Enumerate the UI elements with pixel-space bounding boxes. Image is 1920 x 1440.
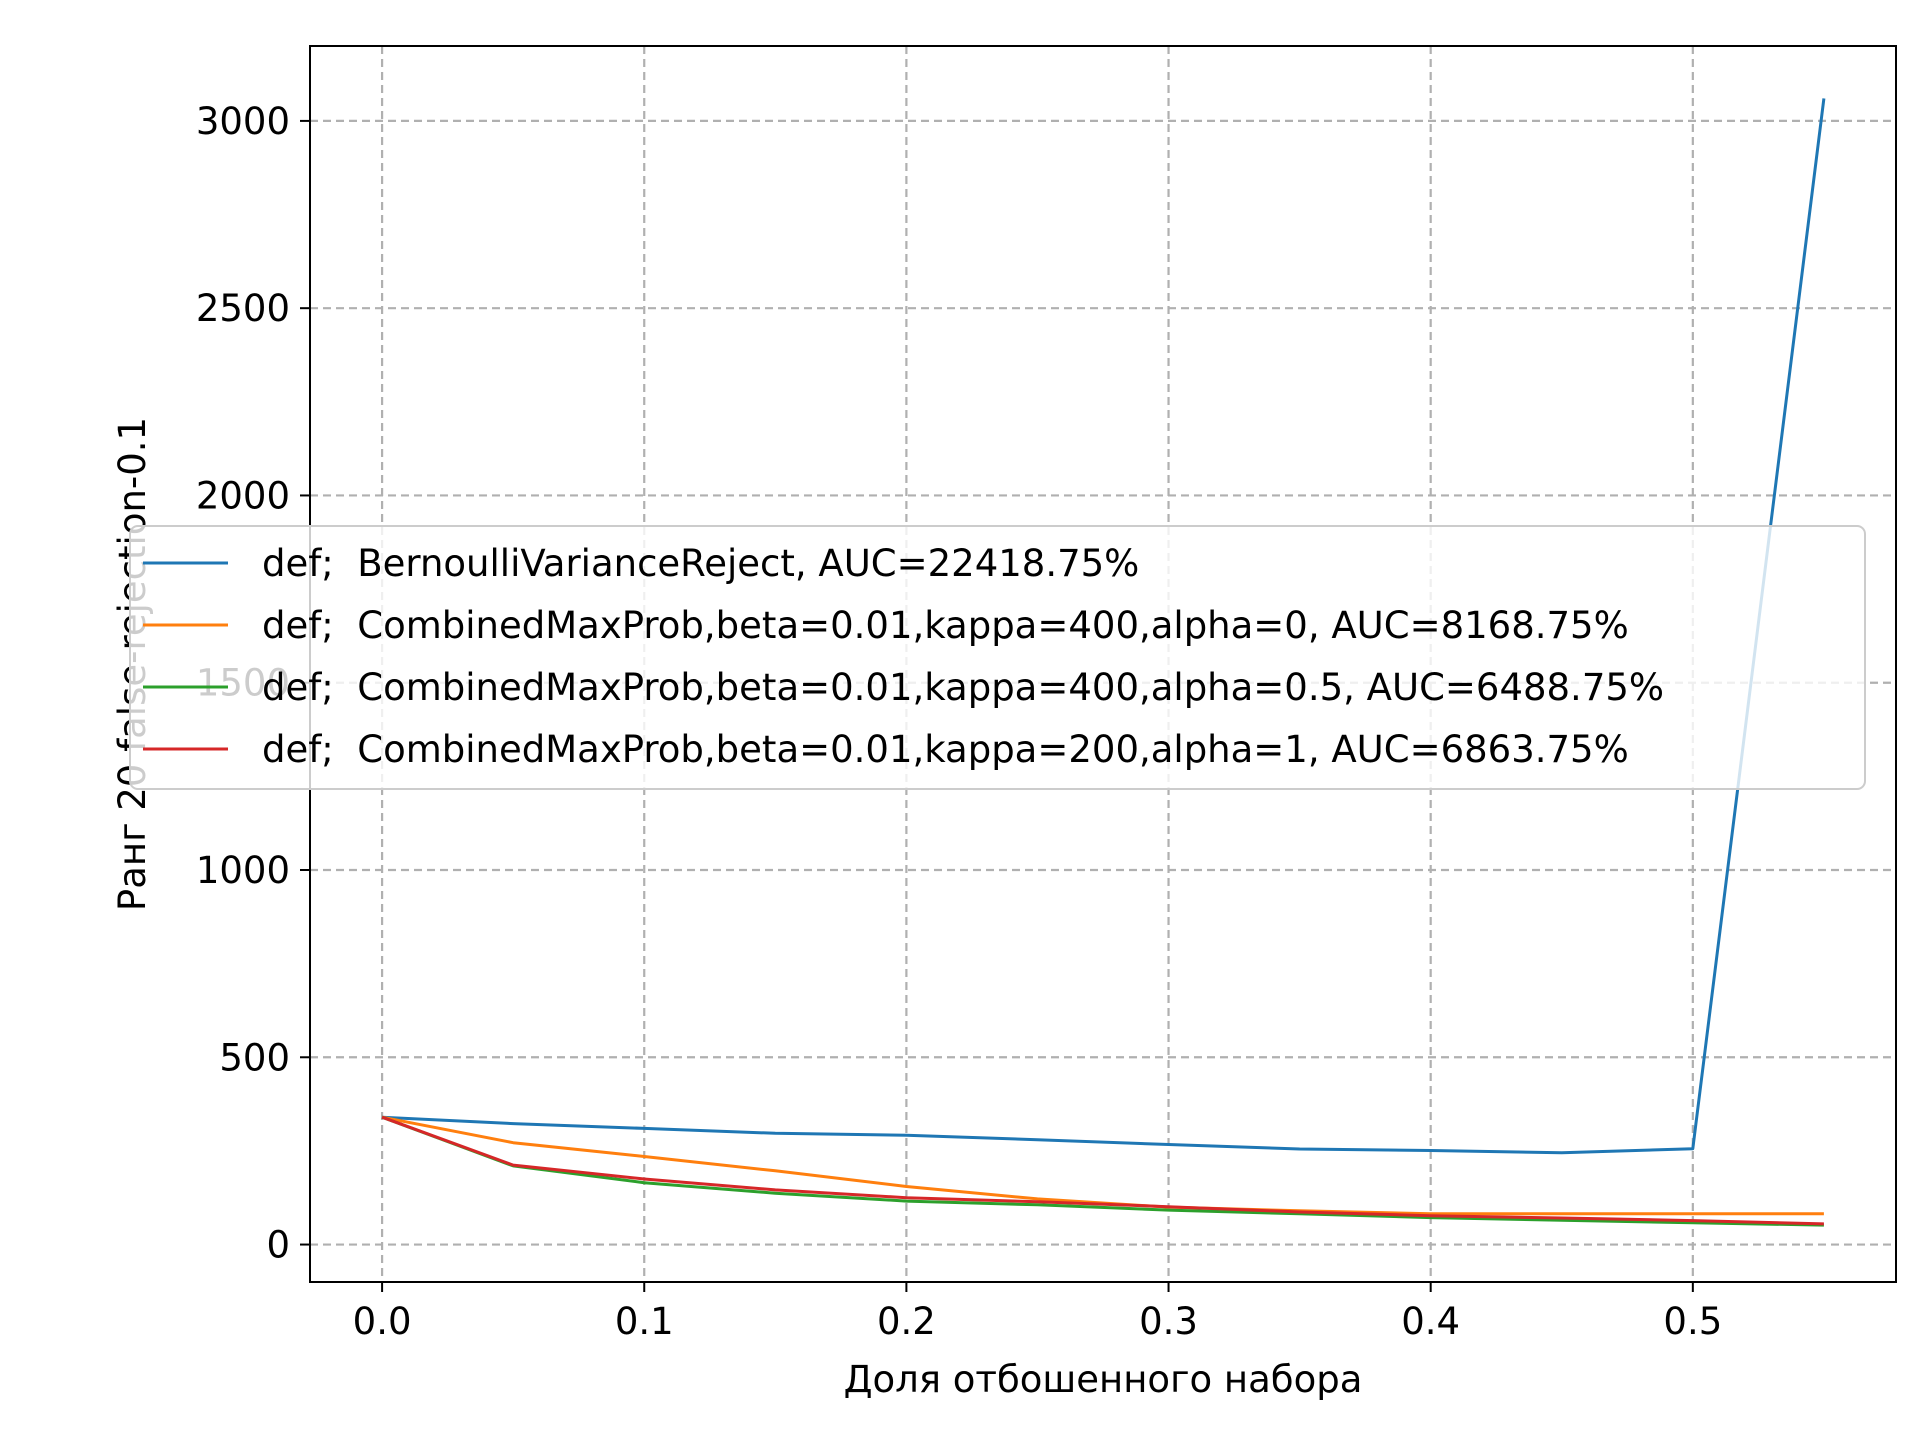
x-tick-label: 0.3: [1139, 1300, 1198, 1343]
series-line-3: [381, 1115, 1824, 1227]
y-tick-label: 2000: [196, 474, 290, 517]
legend: def; BernoulliVarianceReject, AUC=22418.…: [129, 525, 1866, 790]
x-tick-label: 0.5: [1663, 1300, 1722, 1343]
y-tick-label: 0: [266, 1224, 290, 1267]
legend-box: [129, 525, 1866, 790]
y-tick-label: 2500: [196, 287, 290, 330]
y-tick-label: 3000: [196, 100, 290, 143]
legend-label: def; CombinedMaxProb,beta=0.01,kappa=200…: [262, 728, 1629, 771]
series-line-4: [381, 1115, 1824, 1226]
y-tick-label: 500: [219, 1036, 290, 1079]
legend-label: def; CombinedMaxProb,beta=0.01,kappa=400…: [262, 666, 1664, 709]
legend-label: def; BernoulliVarianceReject, AUC=22418.…: [262, 542, 1139, 585]
x-axis-label: Доля отбошенного набора: [844, 1358, 1363, 1401]
x-tick-label: 0.1: [615, 1300, 674, 1343]
x-tick-label: 0.0: [353, 1300, 412, 1343]
x-tick-label: 0.4: [1401, 1300, 1460, 1343]
x-tick-label: 0.2: [877, 1300, 936, 1343]
series-line-1: [382, 98, 1826, 1155]
legend-label: def; CombinedMaxProb,beta=0.01,kappa=400…: [262, 604, 1629, 647]
axis-ticks: 0.00.10.20.30.40.50500100015002000250030…: [196, 100, 1722, 1343]
series-lines: [381, 98, 1826, 1227]
y-tick-label: 1000: [196, 849, 290, 892]
